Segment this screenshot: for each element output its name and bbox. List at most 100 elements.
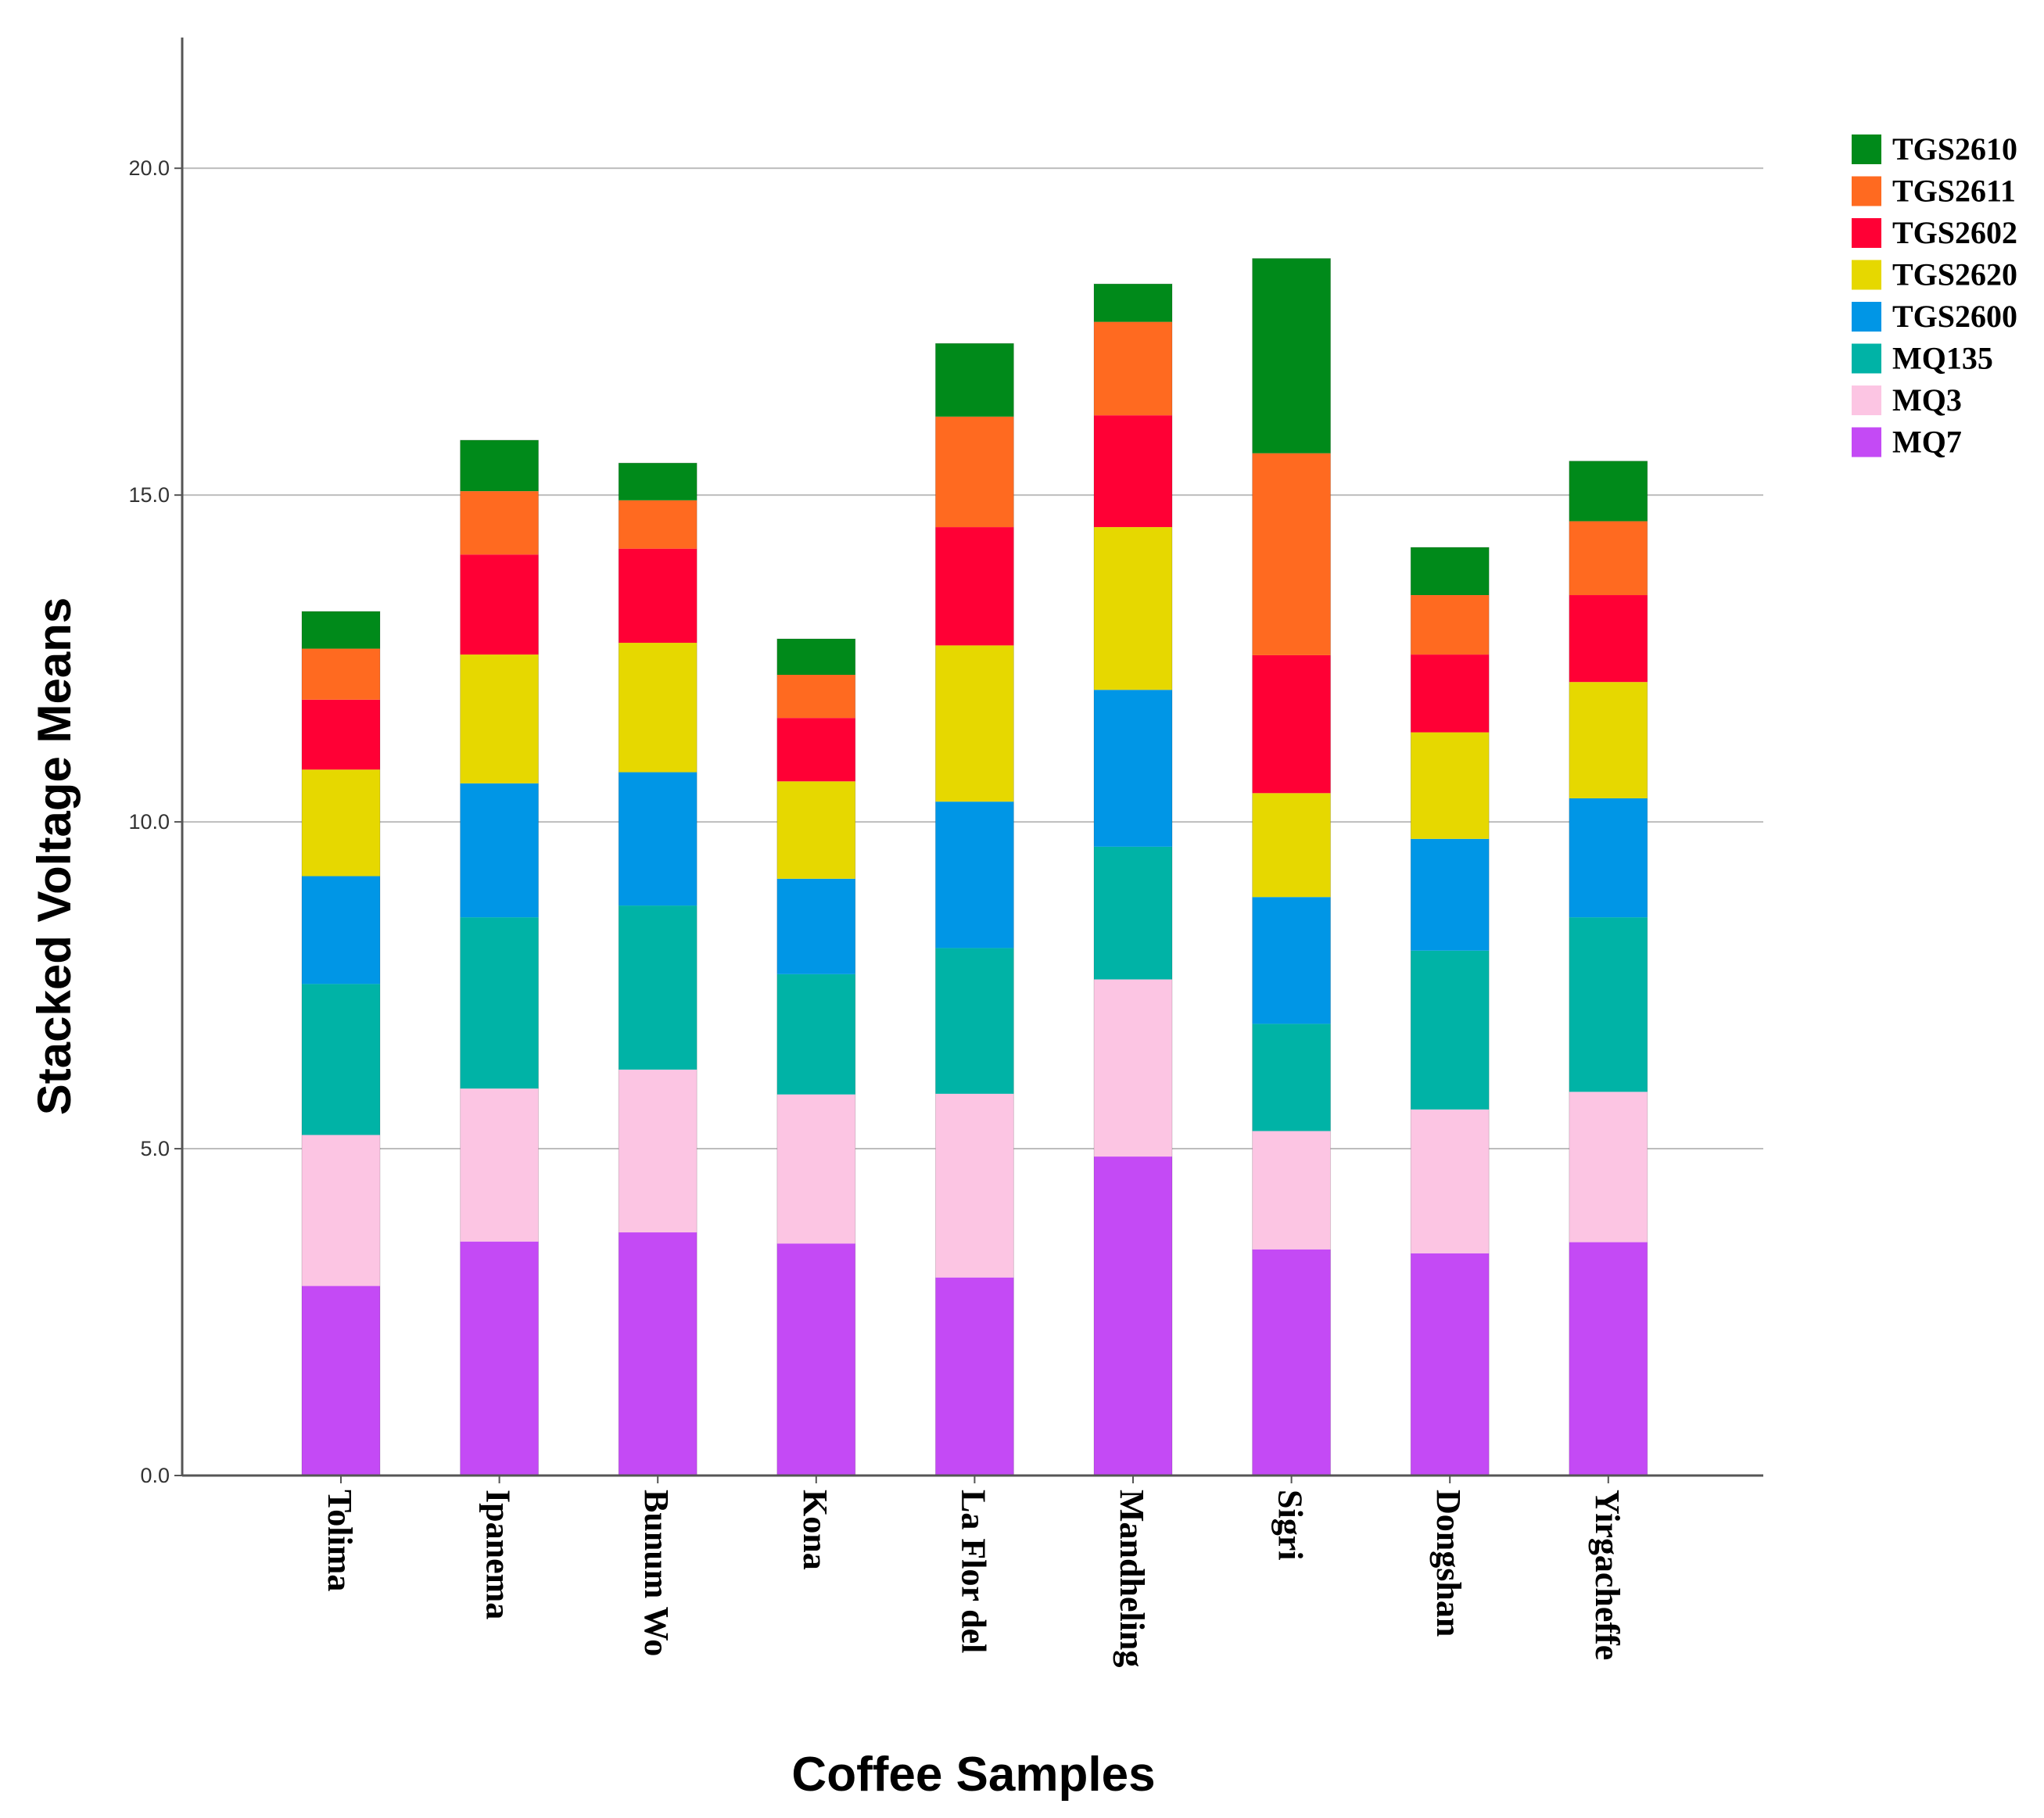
legend-swatch: [1852, 385, 1881, 415]
legend-swatch: [1852, 343, 1881, 374]
bar-segment: [1569, 521, 1648, 596]
bar-segment: [619, 463, 697, 500]
x-tick-label: Ipanema: [479, 1490, 518, 1619]
bar-segment: [1411, 595, 1490, 655]
legend-swatch: [1852, 134, 1881, 164]
y-ticks: 0.0 5.0 10.0 15.0 20.0: [128, 156, 182, 1487]
bar-segment: [1252, 793, 1331, 898]
bar-segment: [619, 1232, 697, 1476]
bar-segment: [1569, 798, 1648, 918]
bar-segment: [460, 439, 539, 492]
bar-segment: [935, 645, 1014, 802]
bar-segment: [1411, 1253, 1490, 1476]
legend-swatch: [1852, 260, 1881, 290]
x-axis-title: Coffee Samples: [791, 1748, 1155, 1802]
bar-segment: [1094, 415, 1172, 528]
x-tick-label: Mandheling: [1113, 1490, 1151, 1667]
legend-swatch: [1852, 176, 1881, 206]
bars: [301, 258, 1648, 1476]
bar-segment: [1569, 1092, 1648, 1242]
x-tick-labels: Tolima Ipanema Bunum Wo Kona La Flor del Mand…: [321, 1476, 1626, 1667]
legend-swatch: [1852, 218, 1881, 248]
bar-segment: [776, 1243, 855, 1476]
x-tick-label: Dongshan: [1429, 1490, 1468, 1637]
y-tick-label: 15.0: [128, 483, 170, 507]
bar-segment: [1411, 950, 1490, 1110]
bar-segment: [935, 801, 1014, 948]
x-tick-label: La Flor del: [954, 1490, 992, 1653]
bar-segment: [776, 974, 855, 1095]
bar-segment: [619, 905, 697, 1070]
legend-swatch: [1852, 302, 1881, 332]
bar-segment: [460, 783, 539, 918]
legend-label: MQ3: [1892, 382, 1962, 418]
bar-segment: [302, 1135, 380, 1286]
legend-label: TGS2620: [1892, 257, 2017, 292]
bar-segment: [1411, 547, 1490, 596]
legend: TGS2610 TGS2611 TGS2602 TGS2620 TGS2600 MQ135…: [1852, 131, 2017, 460]
bar-segment: [619, 500, 697, 549]
bar-segment: [460, 654, 539, 783]
bar-segment: [1252, 1249, 1331, 1476]
legend-label: TGS2610: [1892, 131, 2017, 167]
bar-segment: [1569, 917, 1648, 1092]
bar-segment: [619, 643, 697, 773]
bar-segment: [1094, 1156, 1172, 1476]
bar-segment: [935, 1093, 1014, 1278]
bar-segment: [1094, 979, 1172, 1157]
bar-segment: [1094, 321, 1172, 416]
bar-segment: [619, 1069, 697, 1233]
bar-segment: [1252, 258, 1331, 454]
bar-segment: [1094, 690, 1172, 847]
bar-segment: [1569, 682, 1648, 798]
bar-segment: [302, 699, 380, 770]
bar-segment: [935, 948, 1014, 1094]
bar-segment: [302, 769, 380, 877]
bar-segment: [460, 554, 539, 655]
bar-segment: [1569, 461, 1648, 522]
bar-segment: [1252, 897, 1331, 1024]
bar-segment: [776, 1094, 855, 1244]
bar-segment: [302, 984, 380, 1135]
bar-segment: [460, 917, 539, 1089]
x-tick-label: Bunum Wo: [637, 1490, 676, 1656]
legend-label: MQ135: [1892, 341, 1993, 376]
axes: [181, 38, 1763, 1477]
bar-segment: [302, 648, 380, 700]
bar-segment: [776, 718, 855, 782]
bar-segment: [1094, 846, 1172, 980]
bar-segment: [1252, 1024, 1331, 1131]
bar-segment: [1094, 527, 1172, 690]
bar-segment: [1094, 284, 1172, 322]
bar-segment: [1569, 595, 1648, 683]
bar-segment: [935, 343, 1014, 417]
y-tick-label: 20.0: [128, 156, 170, 180]
legend-label: MQ7: [1892, 425, 1962, 460]
bar-segment: [302, 1286, 380, 1476]
y-tick-label: 10.0: [128, 810, 170, 834]
bar-segment: [619, 548, 697, 644]
bar-segment: [776, 781, 855, 879]
bar-segment: [776, 639, 855, 676]
legend-swatch: [1852, 427, 1881, 457]
bar-segment: [460, 1241, 539, 1476]
bar-segment: [935, 527, 1014, 646]
y-tick-label: 5.0: [140, 1137, 170, 1160]
bar-segment: [1411, 732, 1490, 839]
bar-segment: [619, 772, 697, 906]
bar-segment: [935, 416, 1014, 528]
bar-segment: [460, 491, 539, 555]
bar-segment: [935, 1277, 1014, 1476]
bar-segment: [302, 611, 380, 649]
bar-segment: [776, 878, 855, 974]
y-axis-title: Stacked Voltage Means: [28, 597, 81, 1115]
legend-label: TGS2611: [1892, 174, 2016, 209]
x-tick-label: Yirgacheffe: [1588, 1490, 1626, 1660]
x-tick-label: Kona: [796, 1490, 834, 1570]
bar-segment: [1411, 838, 1490, 951]
bar-segment: [302, 876, 380, 984]
legend-label: TGS2602: [1892, 215, 2017, 250]
bar-segment: [460, 1088, 539, 1242]
y-tick-label: 0.0: [140, 1464, 170, 1487]
